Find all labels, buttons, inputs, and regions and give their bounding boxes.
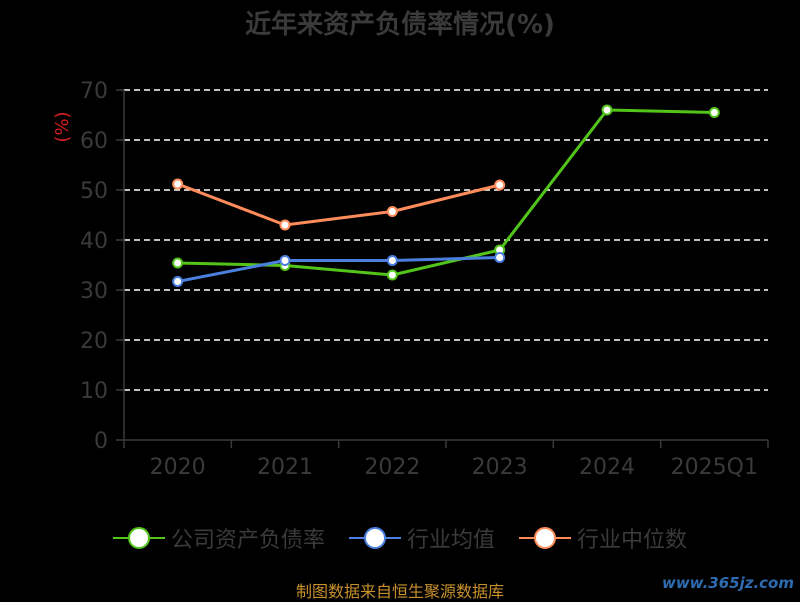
y-tick-label: 10	[80, 379, 108, 404]
legend-item-industry-mean[interactable]: 行业均值	[348, 522, 495, 554]
x-tick-label: 2022	[364, 455, 420, 480]
data-point-company	[172, 257, 184, 269]
data-point-industry-median	[172, 178, 184, 190]
y-tick-label: 50	[80, 179, 108, 204]
data-point-industry-mean	[494, 252, 506, 263]
data-point-industry-median	[494, 179, 506, 191]
legend-label-company: 公司资产负债率	[170, 528, 325, 553]
data-point-company	[708, 107, 720, 118]
chart-title: 近年来资产负债率情况(%)	[245, 10, 555, 40]
legend-marker-company	[112, 526, 165, 550]
y-axis-label: (%)	[52, 111, 73, 142]
x-tick-label: 2021	[257, 455, 313, 480]
legend-marker-industry-mean	[348, 526, 401, 550]
axis-layer: 2020 2021 2022 2023 2024 2025Q1	[123, 90, 769, 480]
grid-layer: 0 10 20 30 40 50 60 70	[80, 79, 768, 454]
y-tick-label: 60	[80, 129, 108, 154]
y-tick-label: 0	[94, 429, 108, 454]
legend-marker-industry-median	[519, 526, 571, 550]
series-layer	[172, 104, 720, 287]
data-point-industry-mean	[386, 255, 398, 266]
legend-label-industry-median: 行业中位数	[577, 528, 688, 553]
y-tick-label: 70	[80, 79, 108, 104]
source-note: 制图数据来自恒生聚源数据库	[295, 582, 504, 601]
x-tick-label: 2025Q1	[671, 455, 758, 480]
x-tick-label: 2023	[472, 455, 528, 480]
y-tick-label: 20	[80, 329, 108, 354]
x-tick-label: 2020	[150, 455, 206, 480]
data-point-industry-mean	[172, 276, 184, 287]
legend-item-company[interactable]: 公司资产负债率	[112, 522, 325, 554]
data-point-company	[601, 104, 613, 116]
data-point-industry-median	[386, 206, 398, 217]
data-point-industry-median	[279, 219, 291, 231]
watermark: www.365jz.com	[661, 574, 794, 592]
series-line-industry-median	[177, 182, 501, 227]
data-point-company	[386, 269, 398, 281]
series-line-company	[177, 108, 715, 277]
legend-label-industry-mean: 行业均值	[406, 528, 495, 553]
legend: 公司资产负债率 行业均值 行业中位数	[0, 518, 800, 558]
legend-item-industry-median[interactable]: 行业中位数	[519, 522, 687, 554]
data-point-industry-mean	[279, 255, 291, 266]
x-tick-label: 2024	[579, 455, 635, 480]
y-tick-label: 30	[80, 279, 108, 304]
y-tick-label: 40	[80, 229, 108, 254]
series-line-industry-mean	[177, 256, 500, 283]
